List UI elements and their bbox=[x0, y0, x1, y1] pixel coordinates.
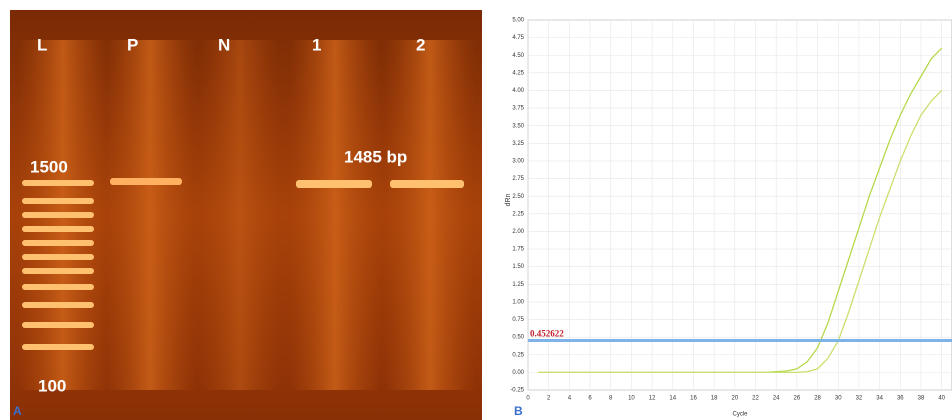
y-tick-label: 2.25 bbox=[512, 211, 524, 217]
ladder-band bbox=[22, 212, 94, 218]
lane-label: P bbox=[127, 35, 138, 54]
y-tick-label: 3.75 bbox=[512, 106, 524, 112]
y-tick-label: 0.00 bbox=[512, 370, 524, 376]
y-tick-label: 1.25 bbox=[512, 282, 524, 288]
plot-area bbox=[527, 19, 952, 391]
y-tick-label: 0.75 bbox=[512, 317, 524, 323]
lane-label: 1 bbox=[312, 35, 321, 54]
y-tick-label: 1.00 bbox=[512, 299, 524, 305]
band bbox=[110, 178, 182, 185]
lane-label: L bbox=[37, 35, 47, 54]
x-tick-label: 20 bbox=[731, 396, 738, 402]
x-tick-label: 16 bbox=[690, 396, 697, 402]
x-axis-label: Cycle bbox=[732, 412, 748, 418]
amplification-curve bbox=[538, 90, 943, 374]
ladder-band bbox=[22, 254, 94, 260]
ladder-band bbox=[22, 198, 94, 204]
x-tick-label: 10 bbox=[628, 396, 635, 402]
ladder-label: 100 bbox=[38, 376, 66, 395]
x-tick-label: 4 bbox=[568, 396, 572, 402]
y-tick-label: -0.25 bbox=[510, 388, 524, 394]
lane bbox=[200, 40, 280, 390]
x-tick-label: 8 bbox=[609, 396, 613, 402]
y-tick-label: 2.50 bbox=[512, 194, 524, 200]
y-axis-label: dRn bbox=[505, 193, 512, 206]
band bbox=[296, 180, 372, 188]
x-tick-label: 32 bbox=[856, 396, 863, 402]
band bbox=[390, 180, 464, 188]
x-tick-label: 40 bbox=[938, 396, 945, 402]
lane-label: N bbox=[218, 35, 230, 54]
y-tick-label: 2.75 bbox=[512, 176, 524, 182]
y-tick-label: 1.75 bbox=[512, 247, 524, 253]
ladder bbox=[22, 180, 94, 350]
panel-label: B bbox=[514, 404, 523, 418]
x-tick-label: 24 bbox=[773, 396, 780, 402]
ladder-band bbox=[22, 226, 94, 232]
lane bbox=[290, 40, 380, 390]
ladder-band bbox=[22, 284, 94, 290]
y-tick-label: 5.00 bbox=[512, 18, 524, 24]
x-tick-label: 18 bbox=[711, 396, 718, 402]
ladder-band bbox=[22, 302, 94, 308]
y-tick-label: 4.75 bbox=[512, 35, 524, 41]
threshold-label: 0.452622 bbox=[530, 329, 564, 339]
x-tick-label: 12 bbox=[649, 396, 656, 402]
y-tick-label: 4.00 bbox=[512, 88, 524, 94]
x-tick-label: 30 bbox=[835, 396, 842, 402]
ladder-label: 1500 bbox=[30, 157, 68, 176]
lane-label: 2 bbox=[416, 35, 425, 54]
x-tick-label: 38 bbox=[918, 396, 925, 402]
y-tick-label: 2.00 bbox=[512, 229, 524, 235]
x-tick-label: 26 bbox=[794, 396, 801, 402]
x-tick-label: 34 bbox=[876, 396, 883, 402]
x-tick-label: 22 bbox=[752, 396, 759, 402]
x-tick-label: 28 bbox=[814, 396, 821, 402]
ladder-band bbox=[22, 240, 94, 246]
gel-panel: L P N 1 2 1500 100 1485 bp A bbox=[10, 10, 482, 420]
ladder-band bbox=[22, 344, 94, 350]
x-tick-label: 14 bbox=[669, 396, 676, 402]
y-tick-label: 3.00 bbox=[512, 159, 524, 165]
ladder-band bbox=[22, 322, 94, 328]
panel-label: A bbox=[13, 404, 22, 418]
y-tick-label: 3.50 bbox=[512, 123, 524, 129]
chart: dRn Cycle B bbox=[505, 193, 748, 418]
y-tick-label: 4.50 bbox=[512, 53, 524, 59]
ladder-band bbox=[22, 180, 94, 186]
x-tick-label: 0 bbox=[526, 396, 530, 402]
x-tick-label: 6 bbox=[588, 396, 592, 402]
x-tick-label: 2 bbox=[547, 396, 551, 402]
lane bbox=[385, 40, 475, 390]
ladder-band bbox=[22, 268, 94, 274]
band-label: 1485 bp bbox=[344, 147, 407, 166]
lane bbox=[105, 40, 195, 390]
y-tick-label: 4.25 bbox=[512, 70, 524, 76]
y-tick-label: 0.25 bbox=[512, 352, 524, 358]
y-tick-label: 0.50 bbox=[512, 335, 524, 341]
y-tick-label: 1.50 bbox=[512, 264, 524, 270]
x-tick-label: 36 bbox=[897, 396, 904, 402]
y-tick-label: 3.25 bbox=[512, 141, 524, 147]
